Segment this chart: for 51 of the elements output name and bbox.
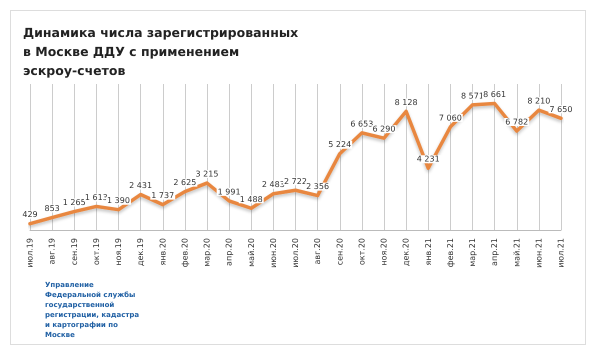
x-tick-label: июл.20 <box>291 238 300 268</box>
chart-title: Динамика числа зарегистрированных в Москве ДДУ с применением эскроу-счетов <box>23 25 303 78</box>
x-tick-label: май.20 <box>246 238 256 267</box>
x-tick-label: окт.20 <box>357 238 366 266</box>
data-label: 4 231 <box>416 154 440 164</box>
x-tick-label: ноя.19 <box>114 238 123 266</box>
data-label: 853 <box>44 204 60 214</box>
data-label: 2 722 <box>284 176 307 186</box>
x-tick-label: фев.20 <box>180 238 190 268</box>
data-label: 6 782 <box>505 117 528 126</box>
data-label: 6 290 <box>372 124 396 134</box>
x-tick-label: июл.19 <box>26 238 34 268</box>
x-tick-label: июн.21 <box>534 238 544 268</box>
x-tick-label: фев.21 <box>446 238 455 268</box>
data-label: 2 431 <box>129 181 152 190</box>
data-label: 1 488 <box>240 194 263 204</box>
data-label: 2 356 <box>306 182 330 192</box>
data-label: 2 483 <box>262 180 285 190</box>
data-label: 5 224 <box>328 140 352 150</box>
x-tick-label: мар.21 <box>468 238 477 267</box>
x-tick-label: мар.20 <box>202 238 212 267</box>
data-label: 429 <box>22 210 38 220</box>
data-label: 1 390 <box>107 196 130 206</box>
x-tick-label: авг.20 <box>313 238 322 265</box>
x-tick-label: дек.19 <box>136 238 146 266</box>
x-tick-label: авг.19 <box>48 238 57 265</box>
data-label: 8 210 <box>527 96 550 106</box>
x-tick-label: июн.20 <box>268 238 278 268</box>
x-tick-label: янв.21 <box>424 238 433 266</box>
x-tick-label: апр.21 <box>490 238 500 266</box>
x-tick-label: янв.20 <box>158 238 168 266</box>
data-label: 7 060 <box>438 113 462 122</box>
x-tick-label: июл.21 <box>556 238 566 268</box>
data-label: 1 991 <box>218 187 241 196</box>
x-tick-label: апр.20 <box>224 238 234 266</box>
data-label: 1 613 <box>84 192 108 202</box>
data-label: 8 571 <box>461 91 484 100</box>
x-tick-label: окт.19 <box>92 238 101 266</box>
data-label: 6 653 <box>350 119 374 128</box>
x-tick-label: дек.20 <box>402 238 411 266</box>
x-tick-label: май.21 <box>512 238 522 267</box>
x-tick-label: ноя.20 <box>380 238 388 266</box>
data-label: 1 737 <box>151 191 174 200</box>
data-label: 7 650 <box>550 104 572 114</box>
x-tick-label: сен.20 <box>335 238 344 266</box>
data-label: 8 128 <box>394 98 418 107</box>
data-label: 8 661 <box>483 90 506 100</box>
data-label: 3 215 <box>196 170 218 179</box>
data-label: 2 625 <box>173 178 196 188</box>
data-label: 1 265 <box>62 198 86 208</box>
x-tick-label: сен.19 <box>70 238 79 266</box>
